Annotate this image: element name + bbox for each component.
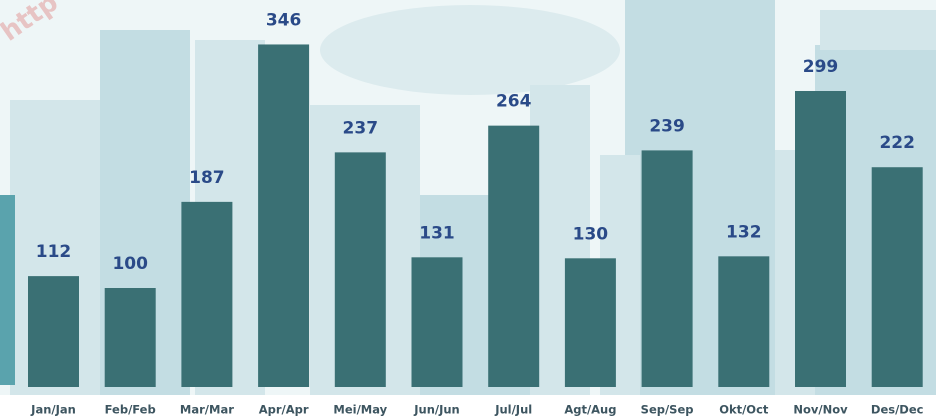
x-tick-label: Sep/Sep [641,403,694,417]
value-label: 222 [879,133,915,153]
value-label: 346 [266,10,302,30]
x-tick-label: Nov/Nov [793,403,848,417]
x-tick-label: Apr/Apr [259,403,309,417]
bar [258,44,310,388]
x-tick-label: Mei/May [333,403,387,417]
bar [871,167,923,387]
bar [181,201,233,387]
value-label: 131 [419,223,455,243]
x-tick-label: Feb/Feb [105,403,156,417]
value-label: 239 [649,116,685,136]
x-tick-label: Agt/Aug [564,403,616,417]
value-label: 130 [573,224,609,244]
value-label: 264 [496,92,532,112]
value-label: 237 [343,118,379,138]
value-label: 299 [803,57,839,77]
x-tick-label: Des/Dec [871,403,924,417]
bar [718,256,770,387]
value-label: 187 [189,168,225,188]
value-label: 132 [726,222,762,242]
bar [28,276,79,387]
x-tick-label: Jul/Jul [494,403,532,417]
x-tick-label: Okt/Oct [719,403,769,417]
value-label: 100 [112,254,148,274]
bar [334,152,386,387]
bar [411,257,463,387]
value-label: 112 [36,242,72,262]
bar [641,150,693,387]
x-tick-label: Jun/Jun [413,403,460,417]
bar [564,258,616,387]
x-tick-label: Jan/Jan [30,403,76,417]
x-tick-label: Mar/Mar [180,403,234,417]
bar [795,90,846,388]
bar [104,288,156,387]
bar [488,125,540,387]
